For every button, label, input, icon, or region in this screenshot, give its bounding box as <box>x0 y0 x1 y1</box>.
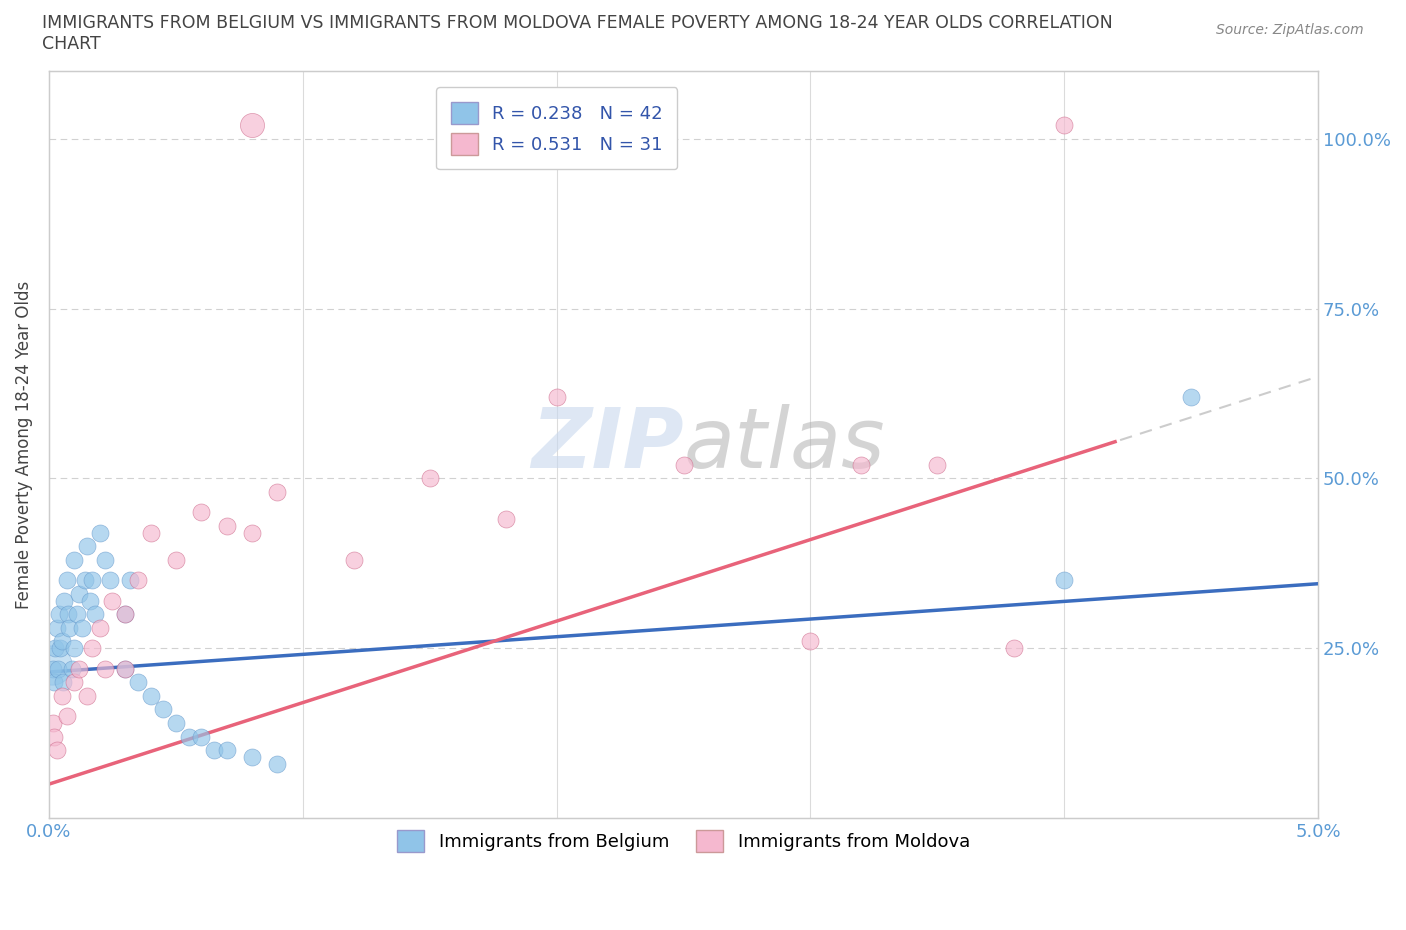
Point <box>98 573 121 588</box>
Point <box>240 750 263 764</box>
Point <box>165 552 187 567</box>
Legend: Immigrants from Belgium, Immigrants from Moldova: Immigrants from Belgium, Immigrants from… <box>388 821 979 861</box>
Point <box>266 756 288 771</box>
Point <box>114 661 136 676</box>
Point <box>60 661 83 676</box>
Point <box>67 587 90 602</box>
Point <box>55 709 77 724</box>
Point <box>42 729 65 744</box>
Point <box>672 458 695 472</box>
Point <box>851 458 873 472</box>
Point <box>114 661 136 676</box>
Point <box>73 573 96 588</box>
Point <box>190 505 212 520</box>
Point <box>49 641 72 656</box>
Point <box>177 729 200 744</box>
Point <box>1002 641 1025 656</box>
Point <box>342 552 364 567</box>
Point <box>51 634 73 649</box>
Point <box>89 525 111 540</box>
Text: Source: ZipAtlas.com: Source: ZipAtlas.com <box>1216 23 1364 37</box>
Point <box>215 743 238 758</box>
Point <box>94 661 117 676</box>
Point <box>41 658 63 672</box>
Point <box>127 573 149 588</box>
Point <box>42 715 65 730</box>
Text: ZIP: ZIP <box>531 404 683 485</box>
Point <box>546 390 568 405</box>
Point <box>152 702 174 717</box>
Point <box>45 743 67 758</box>
Point <box>190 729 212 744</box>
Point <box>94 552 117 567</box>
Point <box>127 675 149 690</box>
Point <box>101 593 124 608</box>
Point <box>58 620 80 635</box>
Point <box>63 641 86 656</box>
Point <box>165 715 187 730</box>
Point <box>215 519 238 534</box>
Point <box>1053 573 1076 588</box>
Point <box>120 573 142 588</box>
Point <box>240 118 263 133</box>
Point <box>63 552 86 567</box>
Point <box>79 593 101 608</box>
Point <box>419 471 441 485</box>
Point <box>1053 118 1076 133</box>
Point <box>799 634 821 649</box>
Point <box>53 593 76 608</box>
Y-axis label: Female Poverty Among 18-24 Year Olds: Female Poverty Among 18-24 Year Olds <box>15 280 32 608</box>
Point <box>1180 390 1202 405</box>
Point <box>927 458 949 472</box>
Point <box>82 641 104 656</box>
Point <box>63 675 86 690</box>
Point <box>266 485 288 499</box>
Point <box>44 641 66 656</box>
Point <box>139 525 162 540</box>
Point <box>202 743 225 758</box>
Point <box>45 620 67 635</box>
Point <box>52 675 75 690</box>
Point <box>89 620 111 635</box>
Point <box>114 607 136 622</box>
Point <box>83 607 105 622</box>
Point <box>51 688 73 703</box>
Text: CHART: CHART <box>42 35 101 53</box>
Point <box>56 607 79 622</box>
Point <box>139 688 162 703</box>
Point <box>46 661 69 676</box>
Point <box>70 620 93 635</box>
Point <box>76 538 98 553</box>
Point <box>240 525 263 540</box>
Point <box>66 607 89 622</box>
Point <box>495 512 517 526</box>
Point <box>48 607 70 622</box>
Point <box>76 688 98 703</box>
Point <box>114 607 136 622</box>
Point <box>55 573 77 588</box>
Point <box>42 675 65 690</box>
Text: atlas: atlas <box>683 404 886 485</box>
Text: IMMIGRANTS FROM BELGIUM VS IMMIGRANTS FROM MOLDOVA FEMALE POVERTY AMONG 18-24 YE: IMMIGRANTS FROM BELGIUM VS IMMIGRANTS FR… <box>42 14 1114 32</box>
Point <box>42 661 65 676</box>
Point <box>82 573 104 588</box>
Point <box>67 661 90 676</box>
